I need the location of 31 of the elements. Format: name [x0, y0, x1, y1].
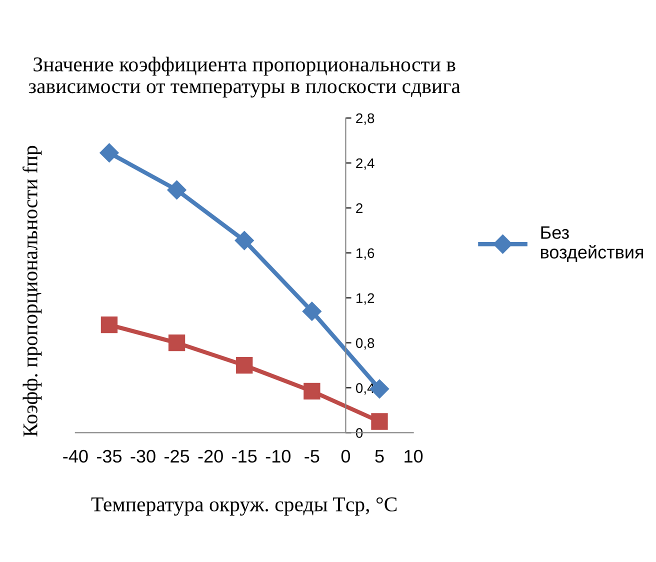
point	[236, 356, 253, 374]
point	[371, 413, 388, 430]
point	[302, 302, 322, 321]
x-tick-label: -35	[96, 450, 122, 463]
point	[167, 180, 186, 200]
chart-title: Значение коэффициента пропорциональности в зависимости от температуры в плоскости сдвига	[28, 56, 460, 98]
point	[234, 231, 254, 250]
point	[100, 143, 119, 162]
y-tick-label: 0	[356, 428, 363, 438]
x-tick-label: -25	[164, 450, 190, 463]
y-tick-label: 2,4	[356, 158, 374, 170]
point	[100, 316, 118, 334]
x-tick-label: 0	[341, 450, 350, 463]
point	[168, 334, 186, 352]
y-axis-title: Коэфф. пропорциональности fпр	[22, 146, 42, 437]
x-axis-title: Температура окруж. среды Tср, °C	[91, 497, 397, 516]
x-tick-label: -5	[304, 450, 320, 463]
y-tick-label: 2,8	[356, 113, 374, 125]
x-tick-label: -40	[63, 450, 88, 463]
point	[304, 382, 320, 400]
y-tick-label: 1,2	[356, 293, 374, 305]
x-tick-label: 10	[404, 450, 423, 463]
y-tick-label: 1,6	[356, 248, 374, 260]
y-tick-label: 0,8	[356, 338, 374, 350]
legend-label: Без воздействия	[541, 226, 644, 262]
y-tick-label: 2	[356, 203, 362, 213]
x-tick-label: -15	[232, 450, 257, 463]
x-tick-label: 5	[375, 450, 384, 463]
x-tick-label: -30	[130, 450, 156, 463]
x-tick-label: -10	[266, 450, 290, 463]
x-tick-label: -20	[198, 450, 223, 463]
